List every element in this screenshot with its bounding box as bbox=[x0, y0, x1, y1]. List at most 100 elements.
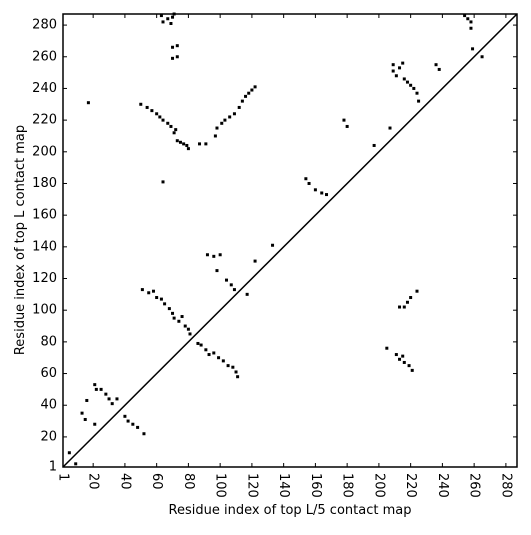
contact-point bbox=[163, 302, 167, 306]
contact-point bbox=[244, 94, 248, 98]
y-tick-label: 160 bbox=[32, 208, 57, 223]
y-axis-label: Residue index of top L contact map bbox=[13, 125, 28, 355]
contact-point bbox=[172, 316, 176, 320]
contact-point bbox=[405, 300, 409, 304]
contact-point bbox=[159, 14, 163, 18]
contact-point bbox=[212, 254, 216, 258]
y-tick-label: 60 bbox=[40, 366, 57, 381]
contact-point bbox=[250, 88, 254, 92]
contact-point bbox=[145, 105, 149, 109]
x-tick-label: 240 bbox=[435, 473, 450, 498]
contact-point bbox=[186, 327, 190, 331]
contact-point bbox=[151, 289, 155, 293]
contact-point bbox=[407, 364, 411, 368]
contact-point bbox=[104, 392, 108, 396]
contact-point bbox=[394, 353, 398, 357]
x-tick-label: 180 bbox=[340, 473, 355, 498]
contact-point bbox=[205, 253, 209, 257]
contact-point bbox=[320, 191, 324, 195]
x-tick-label: 40 bbox=[117, 473, 132, 490]
contact-point bbox=[172, 131, 176, 135]
contact-point bbox=[480, 55, 484, 59]
y-tick-label: 120 bbox=[32, 271, 57, 286]
contact-point bbox=[167, 307, 171, 311]
contact-point bbox=[391, 69, 395, 73]
contact-point bbox=[174, 128, 178, 132]
contact-point bbox=[80, 411, 84, 415]
contact-point bbox=[253, 259, 257, 263]
contact-point bbox=[313, 188, 317, 192]
diagonal bbox=[62, 13, 518, 468]
contact-point bbox=[115, 397, 119, 401]
contact-point bbox=[182, 142, 186, 146]
contact-point bbox=[463, 14, 467, 18]
y-tick-label: 280 bbox=[32, 18, 57, 33]
contact-point bbox=[307, 181, 311, 185]
y-tick-label: 260 bbox=[32, 49, 57, 64]
contact-point bbox=[401, 354, 405, 358]
contact-point bbox=[212, 351, 216, 355]
contact-point bbox=[388, 126, 392, 130]
contact-point bbox=[405, 80, 409, 84]
contact-point bbox=[415, 289, 419, 293]
x-tick-label: 160 bbox=[308, 473, 323, 498]
x-tick-label: 200 bbox=[371, 473, 386, 498]
contact-point bbox=[412, 86, 416, 90]
contact-point bbox=[225, 278, 229, 282]
contact-point bbox=[139, 102, 143, 106]
x-tick-label: 120 bbox=[244, 473, 259, 498]
contact-point bbox=[247, 91, 251, 95]
contact-point bbox=[220, 121, 224, 125]
contact-point bbox=[236, 375, 240, 379]
x-tick-label: 140 bbox=[276, 473, 291, 498]
contact-point bbox=[231, 365, 235, 369]
contact-point bbox=[86, 101, 90, 105]
contact-point bbox=[221, 359, 225, 363]
contact-point bbox=[385, 346, 389, 350]
contact-point bbox=[166, 17, 170, 21]
contact-point bbox=[234, 370, 238, 374]
contact-point bbox=[232, 288, 236, 292]
x-axis-label: Residue index of top L/5 contact map bbox=[169, 503, 412, 518]
contact-point bbox=[342, 118, 346, 122]
x-tick-label: 20 bbox=[86, 473, 101, 490]
contact-point bbox=[178, 140, 182, 144]
y-tick-label: 140 bbox=[32, 239, 57, 254]
contact-point bbox=[410, 368, 414, 372]
plot-frame bbox=[62, 13, 518, 468]
contact-point bbox=[150, 109, 154, 113]
contact-point bbox=[226, 364, 230, 368]
contact-point bbox=[196, 341, 200, 345]
contact-point bbox=[434, 63, 438, 67]
contact-point bbox=[325, 193, 329, 197]
contact-point bbox=[177, 319, 181, 323]
contact-point bbox=[142, 432, 146, 436]
contact-point bbox=[215, 126, 219, 130]
y-tick-label: 40 bbox=[40, 398, 57, 413]
contact-point bbox=[215, 269, 219, 273]
contact-point bbox=[471, 47, 475, 51]
contact-point bbox=[159, 297, 163, 301]
contact-point bbox=[155, 296, 159, 300]
contact-point bbox=[218, 253, 222, 257]
contact-point bbox=[171, 311, 175, 315]
contact-point bbox=[240, 99, 244, 103]
contact-point bbox=[204, 142, 208, 146]
contact-point bbox=[136, 425, 140, 429]
contact-point bbox=[237, 105, 241, 109]
contact-point bbox=[204, 348, 208, 352]
contact-point bbox=[155, 112, 159, 116]
contact-point bbox=[166, 121, 170, 125]
contact-point bbox=[186, 147, 190, 151]
contact-point bbox=[402, 360, 406, 364]
contact-point bbox=[161, 20, 165, 24]
contact-point bbox=[175, 55, 179, 59]
contact-point bbox=[171, 45, 175, 49]
contact-point bbox=[198, 142, 202, 146]
contact-point bbox=[131, 422, 135, 426]
contact-point bbox=[372, 143, 376, 147]
contact-point bbox=[93, 383, 97, 387]
contact-point bbox=[409, 83, 413, 87]
contact-point bbox=[437, 67, 441, 71]
contact-point bbox=[207, 353, 211, 357]
